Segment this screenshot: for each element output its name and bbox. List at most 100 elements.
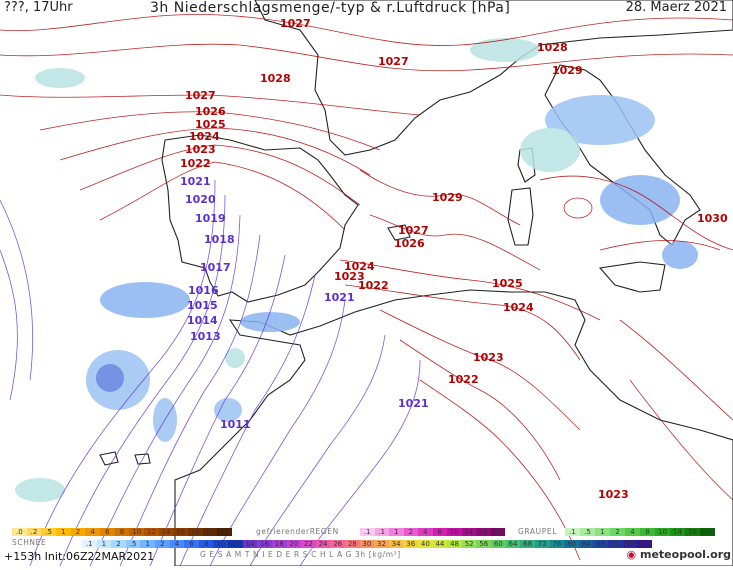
legend-total-cell: 18 — [271, 540, 287, 548]
legend-total-label: G E S A M T N I E D E R S C H L A G 3h [… — [200, 550, 401, 559]
legend-total-cell: 52 — [461, 540, 477, 548]
land-canaries — [99, 451, 119, 466]
precip-calabria — [662, 241, 698, 269]
legend-total-cell: .1 — [82, 540, 97, 548]
isobar-label-1016: 1016 — [188, 284, 219, 297]
legend-total-cell: 84 — [578, 540, 594, 548]
legend-snow-cell: 4 — [85, 528, 101, 536]
legend-total-cell: 4 — [169, 540, 185, 548]
isobar-label-1022-spain: 1022 — [358, 279, 389, 292]
legend-snow-cell: 18 — [188, 528, 203, 536]
isobar-labels: 1027102810271028102910271026102510241023… — [180, 17, 728, 501]
legend-snow-cell: 25+ — [217, 528, 233, 536]
legend-total-cell: 40 — [418, 540, 433, 548]
isobar-label-1024-spain: 1024 — [344, 260, 375, 273]
model-run-label: +153h Init:06Z22MAR2021 — [4, 550, 155, 563]
legend-total-cell: 92 — [607, 540, 623, 548]
legend-total-cell: 68 — [520, 540, 535, 548]
legend-freezing-cell: 10 — [447, 528, 462, 536]
legend-snow-cell: 14 — [158, 528, 174, 536]
legend-total-cell: 96 — [622, 540, 638, 548]
land-north-africa — [174, 289, 733, 567]
legend-total-cell: 64 — [505, 540, 521, 548]
isobars-high — [0, 13, 733, 561]
isobar-label-1029-alps: 1029 — [552, 64, 583, 77]
legend-total-cell: 2 — [155, 540, 170, 548]
isobar-label-1022: 1022 — [180, 157, 211, 170]
legend-total-cell: 2 — [111, 540, 126, 548]
legend-total-cell: 30 — [359, 540, 375, 548]
precip-morocco — [225, 348, 245, 368]
isobar-label-1018: 1018 — [204, 233, 235, 246]
isobar-label-1028-biscay: 1028 — [260, 72, 291, 85]
legend-total-cell: 32 — [374, 540, 389, 548]
isobar-label-1020: 1020 — [185, 193, 216, 206]
isobar-label-1013: 1013 — [190, 330, 221, 343]
legend-total-cell: 1 — [140, 540, 156, 548]
isobar-label-1027-north: 1027 — [280, 17, 311, 30]
legend-total-cell: 36 — [403, 540, 419, 548]
precip-atlas — [214, 398, 242, 422]
legend-total-cell: 80 — [564, 540, 579, 548]
precip-atlantic-core — [96, 364, 124, 392]
coastlines — [99, 0, 733, 567]
legend-total-cell: 72 — [534, 540, 550, 548]
legend-freezing-cell: 1 — [389, 528, 404, 536]
isobar-label-1015: 1015 — [187, 299, 218, 312]
land-sicily — [598, 261, 666, 293]
isobar-label-1026-balearic: 1026 — [394, 237, 425, 250]
legend-graupel-cell: 4 — [625, 528, 640, 536]
legend-total-cell: 34 — [388, 540, 404, 548]
isobar-label-1022-algeria: 1022 — [448, 373, 479, 386]
legend-total-cell: 14 — [242, 540, 258, 548]
legend-total-cell: 100 — [637, 540, 652, 548]
legend-freezing-cell: 2 — [403, 528, 418, 536]
legend-freezing-label: gefrierenderREGEN — [256, 527, 339, 536]
isobar-label-1023-spain: 1023 — [334, 270, 365, 283]
legend-snow-cell: 1 — [56, 528, 71, 536]
precip-switzerland — [470, 38, 540, 62]
legend-graupel-cell: 14 — [670, 528, 685, 536]
brand-icon: ◉ — [626, 548, 637, 561]
isobar-label-1026: 1026 — [195, 105, 226, 118]
legend-snow-cell: 10 — [129, 528, 145, 536]
legend-graupel-cell: 10 — [655, 528, 670, 536]
legend-snow-cell: 20 — [202, 528, 218, 536]
legend-total-cell: 56 — [476, 540, 492, 548]
legend-total-cell: 16 — [257, 540, 272, 548]
isobar-label-1019: 1019 — [195, 212, 226, 225]
brand-logo[interactable]: ◉ meteopool.org — [627, 548, 731, 561]
legend-snow-cell: 12 — [144, 528, 159, 536]
legend-total-cell: 6 — [184, 540, 199, 548]
legend-total-cell: 1 — [96, 540, 112, 548]
legend-graupel-label: GRAUPEL — [518, 527, 557, 536]
legend-total-cell: 44 — [432, 540, 448, 548]
precip-gibraltar — [240, 312, 300, 332]
legend-graupel-cell: 16 — [685, 528, 700, 536]
legend-freezing-cell: .1 — [360, 528, 375, 536]
legend-graupel-cell: 1 — [595, 528, 610, 536]
isobar-label-1028-alps: 1028 — [537, 41, 568, 54]
legend-graupel-cell: .1 — [565, 528, 580, 536]
legend-freezing-cell: 4 — [418, 528, 433, 536]
legend-total-cell: 24 — [315, 540, 331, 548]
legend-snow-cell: 16 — [173, 528, 189, 536]
legend-snow-cell: 6 — [100, 528, 115, 536]
legend-total-cell: 48 — [447, 540, 462, 548]
isobar-label-1011: 1011 — [220, 418, 251, 431]
legend-graupel-cell: 2 — [610, 528, 625, 536]
isobar-label-1027-france: 1027 — [378, 55, 409, 68]
isobar-label-1025: 1025 — [195, 118, 226, 131]
legend-total-cell: 88 — [593, 540, 608, 548]
legend-total-cell: .5 — [125, 540, 141, 548]
map-title: 3h Niederschlagsmenge/-typ & r.Luftdruck… — [150, 0, 511, 16]
legend-total-cell: 76 — [549, 540, 565, 548]
precip-nw — [35, 68, 85, 88]
land-iberia — [161, 134, 359, 303]
precip-south-italy — [600, 175, 680, 225]
legend-total-cell: 20 — [286, 540, 302, 548]
